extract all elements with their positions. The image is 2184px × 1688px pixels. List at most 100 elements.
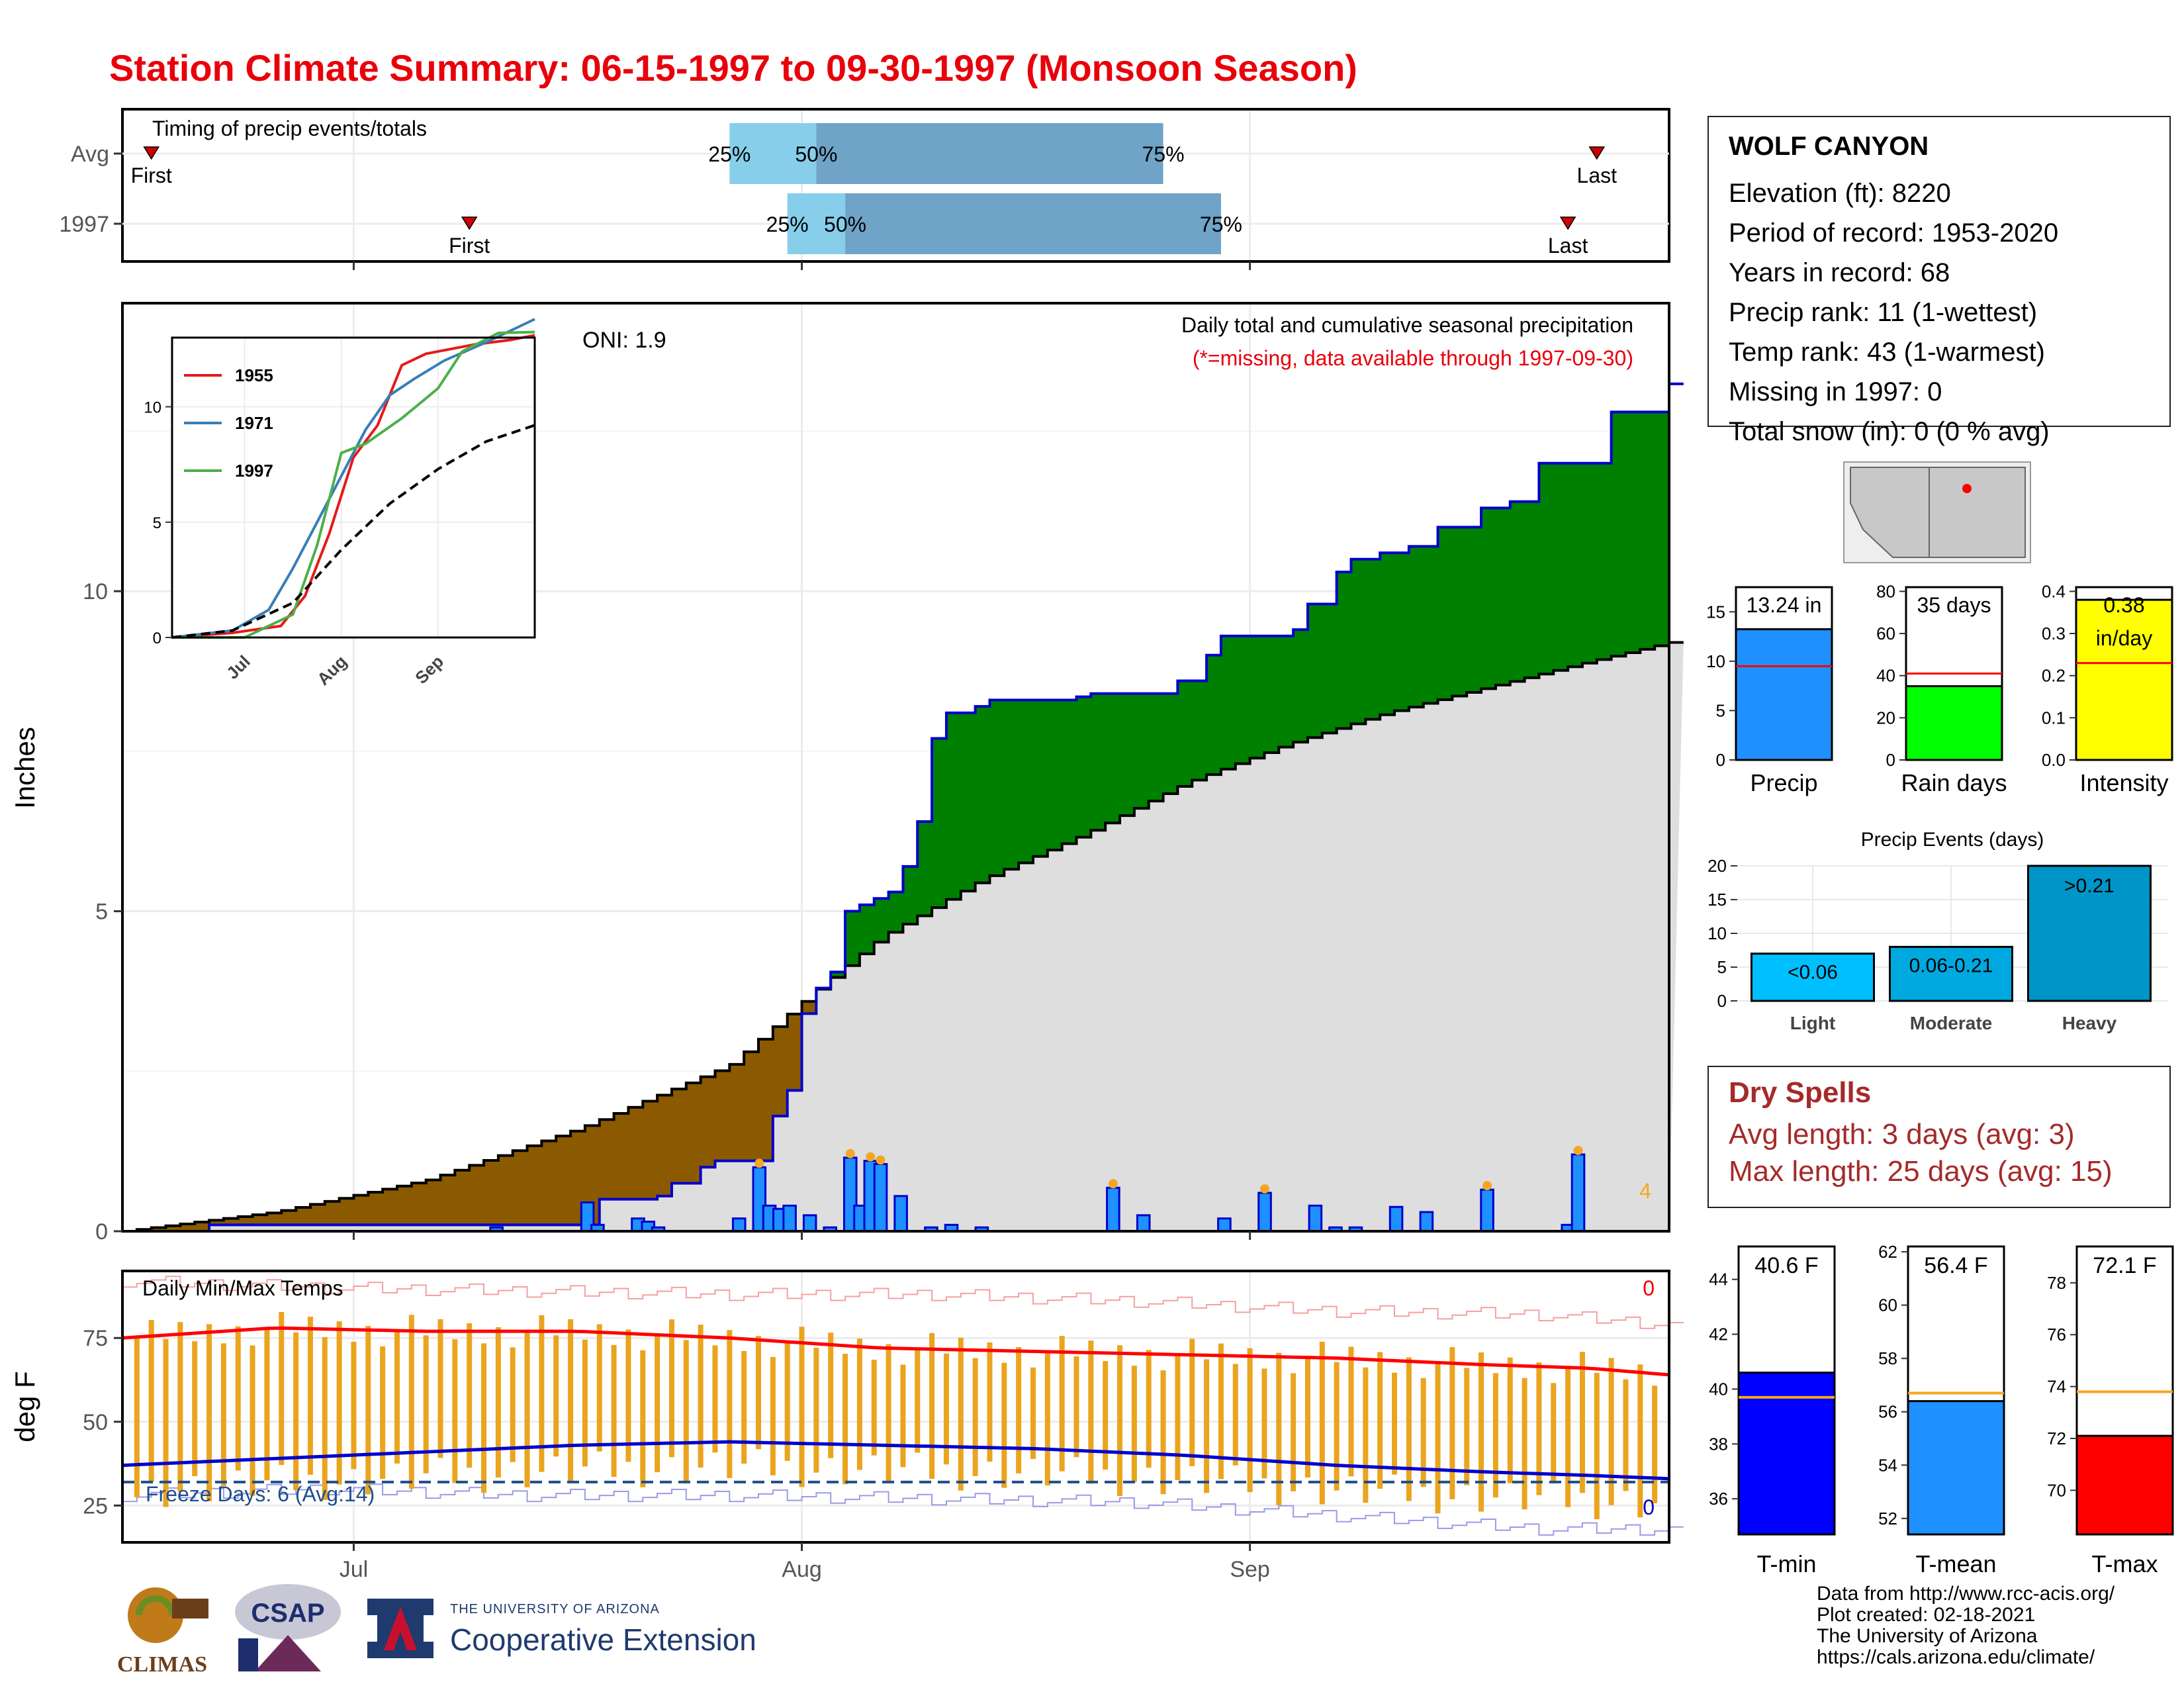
cumulative-difference-segment xyxy=(209,1220,224,1225)
daily-temp-range-bar xyxy=(1637,1364,1643,1518)
cumulative-difference-segment xyxy=(238,1216,253,1225)
daily-temp-range-bar xyxy=(307,1317,313,1475)
daily-precip-bar xyxy=(1419,1211,1434,1233)
daily-temp-range-bar xyxy=(192,1341,198,1477)
x-tick-label: Aug xyxy=(782,1557,822,1582)
ua-name: THE UNIVERSITY OF ARIZONA xyxy=(450,1602,660,1617)
cumulative-difference-segment xyxy=(1091,693,1106,831)
events-bar xyxy=(2027,865,2152,1002)
cumulative-difference-segment xyxy=(831,972,846,978)
daily-temp-range-bar xyxy=(596,1324,602,1452)
map-state-new-mexico xyxy=(1929,467,2026,558)
timing-row-label: 1997 xyxy=(59,212,109,237)
climas-logo-text: CLIMAS xyxy=(117,1652,207,1677)
inset-y-tick-label: 5 xyxy=(153,514,161,532)
cumulative-difference-segment xyxy=(1235,635,1251,764)
average-min-temp-line xyxy=(122,1440,1670,1481)
summary-bar-tick-label: 5 xyxy=(1716,700,1725,720)
csap-logo: CSAP xyxy=(235,1584,341,1671)
heavy-event-marker xyxy=(866,1152,876,1162)
daily-temp-range-bar xyxy=(1291,1373,1297,1491)
cumulative-difference-segment xyxy=(165,1225,181,1231)
last-event-label: Last xyxy=(1548,234,1588,258)
cumulative-difference-segment xyxy=(281,1210,296,1225)
temp-summary-label: T-max xyxy=(2091,1550,2158,1577)
daily-temp-range-bar xyxy=(279,1311,285,1466)
timing-row-label: Avg xyxy=(71,142,109,167)
daily-temp-range-bar xyxy=(206,1324,212,1502)
credit-line: Plot created: 02-18-2021 xyxy=(1817,1604,2036,1626)
inset-y-tick-label: 0 xyxy=(153,630,161,647)
daily-temp-range-bar xyxy=(452,1339,458,1483)
inset-frame xyxy=(171,336,536,639)
daily-precip-bar xyxy=(802,1214,817,1233)
record-max-line xyxy=(122,1276,1684,1329)
cumulative-difference-segment xyxy=(1437,527,1453,700)
dry-spells-title: Dry Spells xyxy=(1729,1076,1872,1109)
cumulative-difference-segment xyxy=(1322,604,1338,733)
temp-summary-label: T-mean xyxy=(1915,1550,1996,1577)
daily-temp-range-bar xyxy=(611,1344,617,1477)
station-location-marker xyxy=(1962,484,1972,493)
daily-temp-range-bar xyxy=(1492,1373,1498,1498)
daily-temp-range-bar xyxy=(1059,1336,1065,1472)
daily-temp-range-bar xyxy=(220,1343,226,1486)
main-note: Daily total and cumulative seasonal prec… xyxy=(1181,313,1633,337)
daily-temp-range-bar xyxy=(756,1336,762,1450)
events-tick-label: 20 xyxy=(1707,856,1727,876)
daily-temp-range-bar xyxy=(871,1359,877,1456)
cumulative-difference-segment xyxy=(700,1076,715,1168)
cumulative-difference-segment xyxy=(1062,700,1077,844)
daily-temp-range-bar xyxy=(380,1346,386,1479)
daily-temp-range-bar xyxy=(987,1342,993,1462)
station-info-line: Missing in 1997: 0 xyxy=(1729,377,1942,406)
main-y-axis-label: Inches xyxy=(9,727,40,809)
x-tick-label: Jul xyxy=(340,1557,368,1582)
summary-bar-value: 35 days xyxy=(1917,593,1991,617)
station-info-line: Elevation (ft): 8220 xyxy=(1729,179,1951,208)
summary-bar-tick-label: 20 xyxy=(1876,708,1895,727)
cumulative-difference-segment xyxy=(469,1165,484,1225)
events-tick-label: 15 xyxy=(1707,890,1727,910)
daily-temp-range-bar xyxy=(1334,1362,1340,1491)
daily-temp-range-bar xyxy=(655,1335,660,1473)
ua-extension: Cooperative Extension xyxy=(450,1622,756,1657)
summary-bar-tick-label: 80 xyxy=(1876,581,1895,601)
temp-summary-tick-label: 72 xyxy=(2047,1429,2066,1448)
timing-bar-50-75 xyxy=(816,123,1163,184)
cumulative-difference-segment xyxy=(267,1213,282,1225)
daily-temp-range-bar xyxy=(784,1342,790,1461)
cumulative-difference-segment xyxy=(960,712,976,892)
daily-temp-range-bar xyxy=(394,1331,400,1464)
cumulative-difference-segment xyxy=(1134,693,1150,809)
cumulative-difference-segment xyxy=(1076,696,1091,837)
cumulative-difference-segment xyxy=(1264,635,1279,753)
temp-summary-tick-label: 44 xyxy=(1709,1270,1728,1289)
events-category-label: Heavy xyxy=(2062,1013,2117,1033)
daily-temp-range-bar xyxy=(1479,1352,1484,1512)
summary-bar-tick-label: 0.3 xyxy=(2042,624,2066,643)
summary-bar-tick-label: 0.1 xyxy=(2042,708,2066,727)
events-category-label: Light xyxy=(1790,1013,1835,1033)
cumulative-difference-segment xyxy=(1611,412,1626,657)
daily-temp-range-bar xyxy=(553,1335,559,1457)
daily-temp-range-bar xyxy=(727,1330,733,1478)
summary-bar-label: Intensity xyxy=(2079,769,2168,796)
station-info-panel: WOLF CANYON Elevation (ft): 8220 Period … xyxy=(1707,116,2171,446)
temp-summary-tick-label: 54 xyxy=(1878,1455,1897,1475)
temp-summary-bar xyxy=(2075,1434,2174,1536)
timing-bar-25-50 xyxy=(729,123,817,184)
missing-count-label: 4 xyxy=(1639,1179,1651,1203)
daily-temp-range-bar xyxy=(856,1338,862,1470)
daily-temp-range-bar xyxy=(148,1320,154,1482)
daily-temp-range-bar xyxy=(134,1336,140,1497)
temp-summary-label: T-min xyxy=(1757,1550,1817,1577)
cumulative-difference-segment xyxy=(1481,508,1496,689)
daily-temp-range-bar xyxy=(1247,1348,1253,1493)
daily-temp-range-bar xyxy=(1030,1367,1036,1460)
events-title: Precip Events (days) xyxy=(1861,829,2044,851)
daily-temp-range-bar xyxy=(1594,1372,1600,1520)
daily-temp-range-bar xyxy=(1276,1352,1282,1505)
daily-temp-range-bar xyxy=(1001,1362,1007,1488)
timing-p25-label: 25% xyxy=(766,212,809,236)
